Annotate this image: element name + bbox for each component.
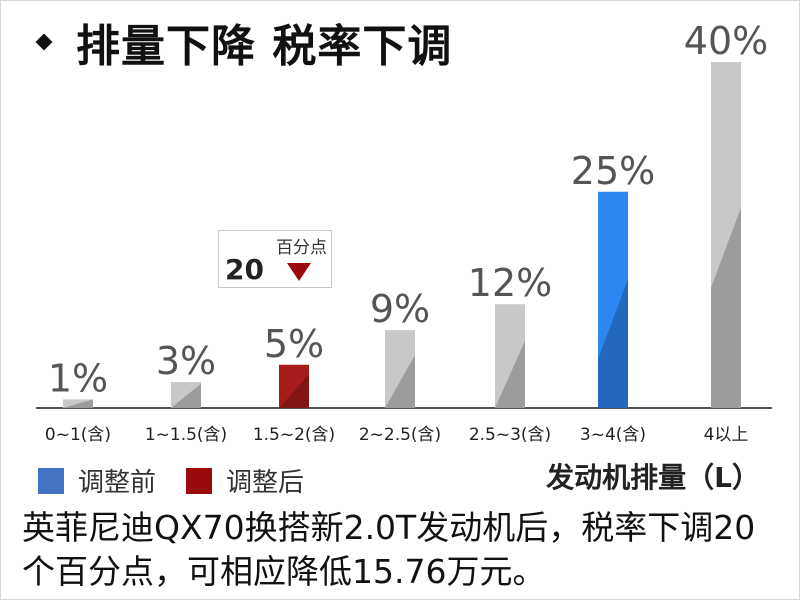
bar-3 (385, 330, 415, 408)
bar-5 (598, 191, 628, 408)
chart-title: 排量下降 税率下调 (76, 21, 453, 72)
reduction-callout: 百分点 20 (218, 230, 332, 288)
legend-label-after: 调整后 (226, 468, 305, 498)
data-label-6: 40% (684, 19, 768, 63)
callout-unit: 百分点 (276, 238, 327, 258)
legend: 调整前 调整后 (38, 462, 334, 499)
legend-item-before: 调整前 (38, 462, 156, 499)
x-tick-label-1: 1~1.5(含) (145, 425, 227, 445)
data-label-0: 1% (48, 356, 108, 400)
x-tick-label-5: 3~4(含) (580, 425, 646, 445)
bar-shade-3 (385, 355, 415, 408)
x-axis-title: 发动机排量（L） (546, 461, 760, 494)
bar-shade-6 (711, 207, 741, 408)
bar-shade-4 (495, 340, 525, 408)
x-tick-label-2: 1.5~2(含) (253, 425, 335, 445)
bar-0 (63, 399, 93, 408)
bar-shade-2 (279, 374, 309, 408)
bar-shade-5 (598, 279, 628, 408)
x-tick-label-0: 0~1(含) (45, 425, 111, 445)
legend-item-after: 调整后 (186, 462, 304, 499)
x-tick-label-4: 2.5~3(含) (469, 425, 551, 445)
caption-text: 英菲尼迪QX70换搭新2.0T发动机后，税率下调20个百分点，可相应降低15.7… (22, 508, 756, 591)
data-label-4: 12% (468, 261, 552, 305)
bar-shade-1 (171, 383, 201, 408)
legend-swatch-before (38, 467, 64, 494)
bar-6 (711, 62, 741, 408)
bar-2 (279, 364, 309, 408)
x-tick-label-6: 4以上 (704, 425, 749, 445)
data-label-1: 3% (156, 339, 216, 383)
data-label-2: 5% (264, 322, 324, 366)
bar-shade-0 (63, 399, 93, 408)
legend-label-before: 调整前 (78, 468, 157, 498)
down-arrow-icon (287, 263, 311, 281)
bar-1 (171, 382, 201, 408)
data-label-5: 25% (571, 149, 655, 193)
bar-4 (495, 304, 525, 408)
data-label-3: 9% (370, 287, 430, 331)
callout-value: 20 (225, 253, 264, 286)
x-tick-label-3: 2~2.5(含) (359, 425, 441, 445)
legend-swatch-after (186, 467, 213, 494)
title-row: 排量下降 税率下调 (32, 12, 452, 72)
